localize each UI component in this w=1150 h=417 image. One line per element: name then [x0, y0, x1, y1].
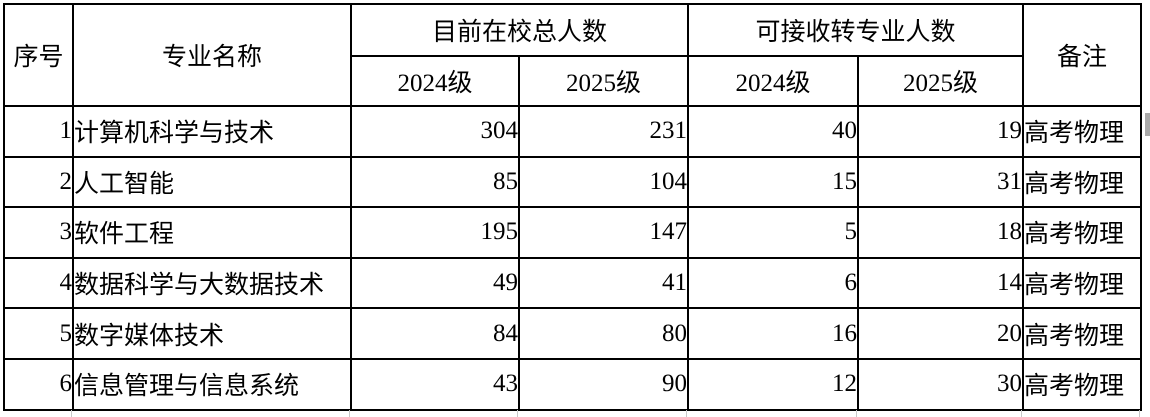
cell-transfer-2025: 18: [857, 206, 1025, 259]
cell-transfer-2024: 16: [687, 307, 860, 360]
header-transfer-2024: 2024级: [687, 55, 860, 107]
cell-transfer-2025: 19: [857, 105, 1025, 158]
header-index: 序号: [3, 3, 74, 107]
cell-major: 人工智能: [72, 155, 352, 209]
header-current-2024: 2024级: [350, 55, 520, 107]
gridline-stub: [1139, 410, 1140, 417]
header-row-2: 2024级 2025级 2024级 2025级: [4, 55, 1141, 107]
table-row: 4 数据科学与大数据技术 49 41 6 14 高考物理: [3, 256, 1143, 310]
cell-transfer-2024: 40: [687, 105, 860, 158]
cell-current-2024: 304: [350, 105, 520, 158]
cell-index: 3: [3, 206, 74, 259]
table-row: 6 信息管理与信息系统 43 90 12 30 高考物理: [3, 357, 1143, 411]
header-remark: 备注: [1022, 3, 1143, 107]
header-current-total: 目前在校总人数: [349, 3, 690, 57]
gridline-stub: [686, 410, 687, 417]
cell-index: 2: [3, 155, 74, 209]
right-edge-tick: [1145, 113, 1150, 136]
cell-transfer-2025: 30: [857, 357, 1025, 411]
major-enrollment-table: 序号 专业名称 目前在校总人数 可接收转专业人数 备注 2024级 2025级 …: [3, 3, 1143, 411]
cell-index: 1: [3, 105, 74, 158]
cell-major: 数字媒体技术: [72, 307, 352, 360]
cell-remark: 高考物理: [1022, 357, 1143, 411]
cell-major: 数据科学与大数据技术: [72, 256, 352, 310]
cell-current-2025: 231: [517, 105, 690, 158]
table-row: 3 软件工程 195 147 5 18 高考物理: [3, 206, 1143, 259]
cell-transfer-2024: 15: [687, 155, 860, 209]
cell-index: 5: [3, 307, 74, 360]
cell-index: 4: [3, 256, 74, 310]
cell-current-2024: 49: [350, 256, 520, 310]
cell-transfer-2024: 5: [687, 206, 860, 259]
table-row: 2 人工智能 85 104 15 31 高考物理: [3, 155, 1143, 209]
cell-remark: 高考物理: [1022, 105, 1143, 158]
cell-transfer-2025: 20: [857, 307, 1025, 360]
cell-major: 计算机科学与技术: [72, 105, 352, 158]
table-body: 1 计算机科学与技术 304 231 40 19 高考物理 2 人工智能 85 104 15 31 高考物…: [3, 105, 1143, 411]
cell-transfer-2024: 12: [687, 357, 860, 411]
header-transfer-capacity: 可接收转专业人数: [687, 3, 1025, 57]
cell-remark: 高考物理: [1022, 256, 1143, 310]
cell-major: 软件工程: [72, 206, 352, 259]
cell-current-2024: 43: [350, 357, 520, 411]
gridline-stub: [1021, 410, 1022, 417]
table-row: 5 数字媒体技术 84 80 16 20 高考物理: [3, 307, 1143, 360]
cell-transfer-2025: 14: [857, 256, 1025, 310]
cell-remark: 高考物理: [1022, 206, 1143, 259]
cell-current-2025: 80: [517, 307, 690, 360]
cell-transfer-2024: 6: [687, 256, 860, 310]
gridline-stub: [349, 410, 350, 417]
table-header: 序号 专业名称 目前在校总人数 可接收转专业人数 备注 2024级 2025级 …: [3, 3, 1143, 107]
header-current-2025: 2025级: [517, 55, 690, 107]
cell-current-2024: 195: [350, 206, 520, 259]
cell-current-2025: 41: [517, 256, 690, 310]
cell-current-2025: 104: [517, 155, 690, 209]
gridline-stub: [71, 410, 72, 417]
header-transfer-2025: 2025级: [857, 55, 1025, 107]
gridline-stub: [856, 410, 857, 417]
cell-current-2025: 147: [517, 206, 690, 259]
cell-current-2025: 90: [517, 357, 690, 411]
header-row-1: 序号 专业名称 目前在校总人数 可接收转专业人数 备注: [3, 3, 1143, 107]
cell-transfer-2025: 31: [857, 155, 1025, 209]
header-major: 专业名称: [72, 3, 352, 107]
cell-remark: 高考物理: [1022, 155, 1143, 209]
cell-major: 信息管理与信息系统: [72, 357, 352, 411]
cell-index: 6: [3, 357, 74, 411]
cell-current-2024: 85: [350, 155, 520, 209]
cell-remark: 高考物理: [1022, 307, 1143, 360]
table-row: 1 计算机科学与技术 304 231 40 19 高考物理: [3, 105, 1143, 158]
gridline-stub: [517, 410, 518, 417]
cell-current-2024: 84: [350, 307, 520, 360]
